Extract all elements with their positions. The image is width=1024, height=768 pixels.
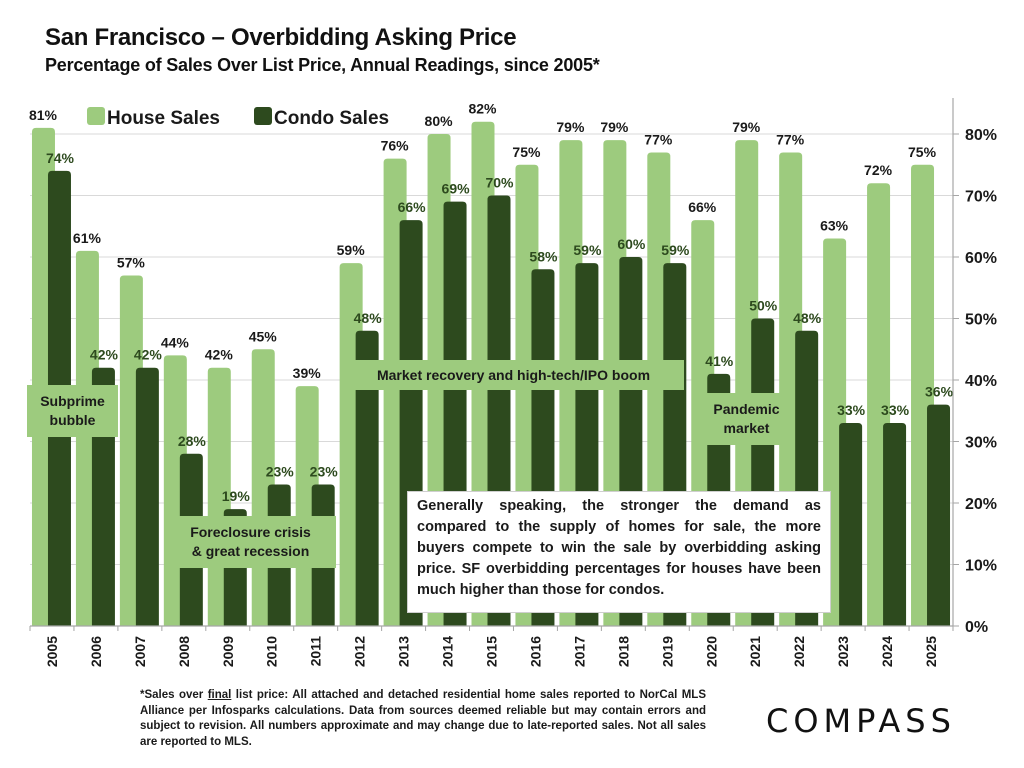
x-tick-label-2007: 2007	[132, 636, 148, 667]
data-label-house-2009: 42%	[205, 347, 234, 363]
legend-label-condo: Condo Sales	[274, 108, 389, 129]
data-label-house-2017: 79%	[556, 119, 585, 135]
legend-swatch-house	[87, 107, 105, 125]
data-label-house-2024: 72%	[864, 162, 893, 178]
data-label-house-2014: 80%	[425, 113, 454, 129]
y-tick-label: 20%	[965, 496, 997, 513]
data-label-condo-2019: 59%	[661, 242, 690, 258]
annotation-foreclosure-crisis: Foreclosure crisis & great recession	[165, 516, 336, 568]
data-label-house-2025: 75%	[908, 144, 937, 160]
bar-condo-2007	[135, 367, 159, 626]
data-label-condo-2008: 28%	[178, 433, 207, 449]
data-label-condo-2023: 33%	[837, 402, 866, 418]
x-tick-label-2023: 2023	[835, 636, 851, 667]
data-label-house-2007: 57%	[117, 254, 146, 270]
x-tick-label-2021: 2021	[747, 636, 763, 667]
x-tick-label-2006: 2006	[88, 636, 104, 667]
x-tick-label-2015: 2015	[484, 636, 500, 667]
axes: 0% 10% 20% 30% 40% 50% 60% 70% 80% 2005 2006 2007 20…	[29, 98, 997, 667]
data-labels: 81%74%61%42%57%42%44%28%42%19%45%23%39%2…	[29, 101, 954, 504]
data-label-house-2018: 79%	[600, 119, 629, 135]
compass-logo: COMPASS	[766, 702, 956, 740]
data-label-house-2015: 82%	[468, 101, 497, 117]
data-label-condo-2018: 60%	[617, 236, 646, 252]
x-tick-label-2017: 2017	[571, 636, 587, 667]
data-label-condo-2020: 41%	[705, 353, 734, 369]
data-label-house-2012: 59%	[337, 242, 366, 258]
y-tick-label: 10%	[965, 558, 997, 575]
data-label-house-2005: 81%	[29, 107, 58, 123]
y-tick-label: 30%	[965, 435, 997, 452]
legend-label-house: House Sales	[107, 108, 220, 129]
data-label-condo-2011: 23%	[310, 464, 339, 480]
x-tick-label-2005: 2005	[44, 636, 60, 667]
data-label-house-2008: 44%	[161, 334, 190, 350]
y-tick-label: 50%	[965, 312, 997, 329]
data-label-condo-2015: 70%	[485, 175, 514, 191]
data-label-condo-2010: 23%	[266, 464, 295, 480]
legend: House Sales Condo Sales	[87, 107, 389, 129]
data-label-condo-2006: 42%	[90, 347, 119, 363]
annotation-market-recovery: Market recovery and high-tech/IPO boom	[343, 360, 684, 390]
bar-chart: 81%74%61%42%57%42%44%28%42%19%45%23%39%2…	[29, 98, 997, 667]
data-label-condo-2009: 19%	[222, 488, 251, 504]
x-tick-label-2019: 2019	[659, 636, 675, 667]
y-tick-label: 70%	[965, 189, 997, 206]
data-label-house-2021: 79%	[732, 119, 761, 135]
chart-title: San Francisco – Overbidding Asking Price	[45, 24, 517, 51]
x-tick-label-2013: 2013	[396, 636, 412, 667]
data-label-house-2010: 45%	[249, 328, 278, 344]
x-tick-label-2014: 2014	[440, 636, 456, 667]
footnote: *Sales over final list price: All attach…	[140, 689, 707, 748]
data-label-house-2023: 63%	[820, 218, 849, 234]
data-label-condo-2017: 59%	[573, 242, 602, 258]
x-tick-label-2010: 2010	[264, 636, 280, 667]
y-tick-label: 80%	[965, 127, 997, 144]
bar-condo-2024	[883, 423, 907, 626]
annotation-pandemic-market: Pandemic market	[700, 393, 793, 445]
x-tick-label-2008: 2008	[176, 636, 192, 667]
data-label-condo-2021: 50%	[749, 298, 778, 314]
bar-condo-2025	[927, 404, 951, 626]
x-tick-label-2018: 2018	[615, 636, 631, 667]
y-tick-label: 0%	[965, 619, 988, 636]
data-label-condo-2014: 69%	[442, 181, 471, 197]
y-tick-label: 60%	[965, 250, 997, 267]
data-label-house-2020: 66%	[688, 199, 717, 215]
data-label-house-2013: 76%	[381, 138, 410, 154]
legend-swatch-condo	[254, 107, 272, 125]
bar-condo-2012	[355, 330, 379, 626]
data-label-condo-2012: 48%	[354, 310, 383, 326]
bar-condo-2023	[839, 423, 863, 626]
data-label-house-2006: 61%	[73, 230, 102, 246]
data-label-condo-2007: 42%	[134, 347, 163, 363]
data-label-house-2019: 77%	[644, 131, 673, 147]
data-label-condo-2013: 66%	[398, 199, 427, 215]
data-label-condo-2005: 74%	[46, 150, 75, 166]
x-tick-label-2012: 2012	[352, 636, 368, 667]
x-tick-label-2025: 2025	[923, 636, 939, 667]
data-label-condo-2016: 58%	[529, 248, 558, 264]
data-label-condo-2025: 36%	[925, 384, 954, 400]
x-tick-label-2009: 2009	[220, 636, 236, 667]
x-tick-label-2011: 2011	[308, 636, 324, 667]
x-tick-label-2020: 2020	[703, 636, 719, 667]
explanation-textbox: Generally speaking, the stronger the dem…	[407, 491, 831, 613]
data-label-house-2022: 77%	[776, 131, 805, 147]
chart-subtitle: Percentage of Sales Over List Price, Ann…	[45, 55, 600, 75]
data-label-condo-2024: 33%	[881, 402, 910, 418]
data-label-house-2011: 39%	[293, 365, 322, 381]
x-tick-label-2022: 2022	[791, 636, 807, 667]
data-label-condo-2022: 48%	[793, 310, 822, 326]
x-tick-label-2024: 2024	[879, 636, 895, 667]
x-tick-label-2016: 2016	[527, 636, 543, 667]
annotation-subprime-bubble: Subprime bubble	[27, 385, 118, 437]
data-label-house-2016: 75%	[512, 144, 541, 160]
y-tick-label: 40%	[965, 373, 997, 390]
